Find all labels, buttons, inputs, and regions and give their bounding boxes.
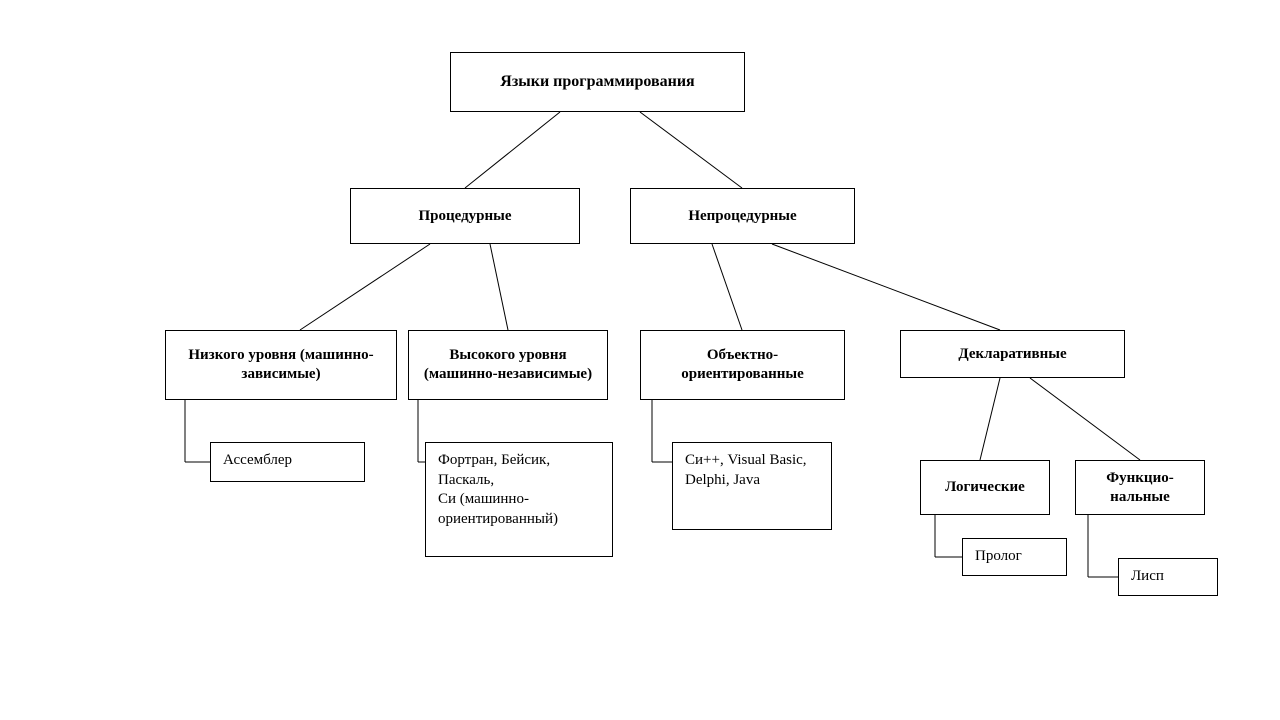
node-low-level: Низкого уровня (машинно-зависимые)	[165, 330, 397, 400]
leaf-assembler: Ассемблер	[210, 442, 365, 482]
node-oop: Объектно-ориентированные	[640, 330, 845, 400]
leaf-prolog: Пролог	[962, 538, 1067, 576]
node-logical: Логические	[920, 460, 1050, 515]
leaf-highlevel-examples: Фортран, Бейсик, Паскаль,Си (машинно-ори…	[425, 442, 613, 557]
node-declarative: Декларативные	[900, 330, 1125, 378]
node-root: Языки программирования	[450, 52, 745, 112]
leaf-lisp: Лисп	[1118, 558, 1218, 596]
node-procedural: Процедурные	[350, 188, 580, 244]
node-high-level: Высокого уровня (машинно-независимые)	[408, 330, 608, 400]
node-nonprocedural: Непроцедурные	[630, 188, 855, 244]
leaf-oop-examples: Си++, Visual Basic, Delphi, Java	[672, 442, 832, 530]
node-functional: Функцио-нальные	[1075, 460, 1205, 515]
